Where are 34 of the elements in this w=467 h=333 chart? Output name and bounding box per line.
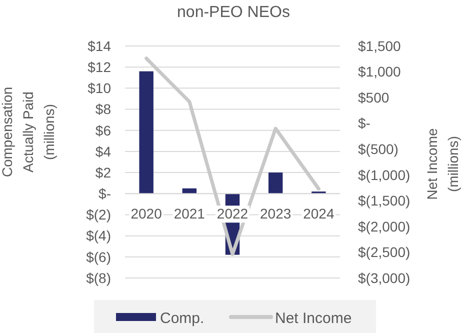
y2-axis-title: Net Income (millions)	[424, 128, 461, 200]
y-tick-label: $10	[88, 80, 112, 96]
y2-tick-label: $(2,500)	[358, 244, 410, 260]
y-tick-label: $8	[95, 101, 112, 118]
y2-tick-label: $(500)	[358, 141, 398, 158]
y-tick-label: $2	[95, 164, 112, 180]
y-tick-label: $12	[88, 58, 112, 75]
y-tick-label: $(4)	[86, 228, 111, 244]
x-tick-label: 2023	[260, 206, 292, 222]
x-tick-label: 2024	[303, 206, 334, 222]
y-tick-label: $4	[95, 143, 112, 160]
x-tick-label: 2021	[174, 206, 206, 222]
y2-tick-label: $(1,000)	[358, 166, 410, 183]
x-tick-label: 2020	[130, 206, 162, 222]
y2-tick-label: $500	[358, 89, 390, 106]
y2-tick-label: $1,500	[358, 38, 402, 54]
bar	[268, 172, 283, 194]
y-tick-label: $(6)	[86, 248, 111, 265]
y2-tick-label: $(1,500)	[358, 192, 410, 209]
y2-tick-label: $(3,000)	[358, 270, 410, 286]
y2-tick-label: $1,000	[358, 64, 402, 80]
legend-label: Comp.	[160, 310, 204, 327]
y2-tick-label: $(2,000)	[358, 218, 410, 234]
chart-title: non-PEO NEOs	[177, 4, 290, 21]
y-tick-label: $-	[98, 186, 112, 202]
bar	[139, 71, 154, 194]
legend-label: Net Income	[275, 310, 352, 327]
y-tick-label: $14	[88, 38, 112, 54]
y-tick-label: $(8)	[86, 270, 111, 286]
y2-tick-label: $-	[358, 115, 371, 132]
y-axis-title: Compensation Actually Paid (millions)	[0, 86, 57, 178]
x-tick-label: 2022	[216, 206, 248, 222]
y-tick-label: $(2)	[86, 206, 111, 223]
y-tick-label: $6	[95, 122, 112, 138]
